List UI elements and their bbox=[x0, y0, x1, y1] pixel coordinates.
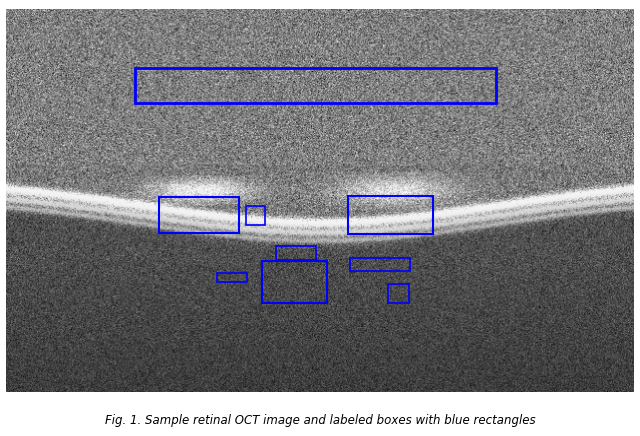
Bar bbox=[246, 206, 265, 225]
Bar bbox=[350, 258, 410, 271]
Bar bbox=[388, 284, 409, 303]
Bar bbox=[216, 272, 246, 282]
Bar bbox=[276, 246, 316, 260]
Bar bbox=[348, 196, 433, 234]
Bar bbox=[262, 261, 327, 303]
Bar bbox=[135, 68, 495, 103]
Text: Fig. 1. Sample retinal OCT image and labeled boxes with blue rectangles: Fig. 1. Sample retinal OCT image and lab… bbox=[105, 414, 535, 427]
Bar bbox=[159, 197, 239, 233]
